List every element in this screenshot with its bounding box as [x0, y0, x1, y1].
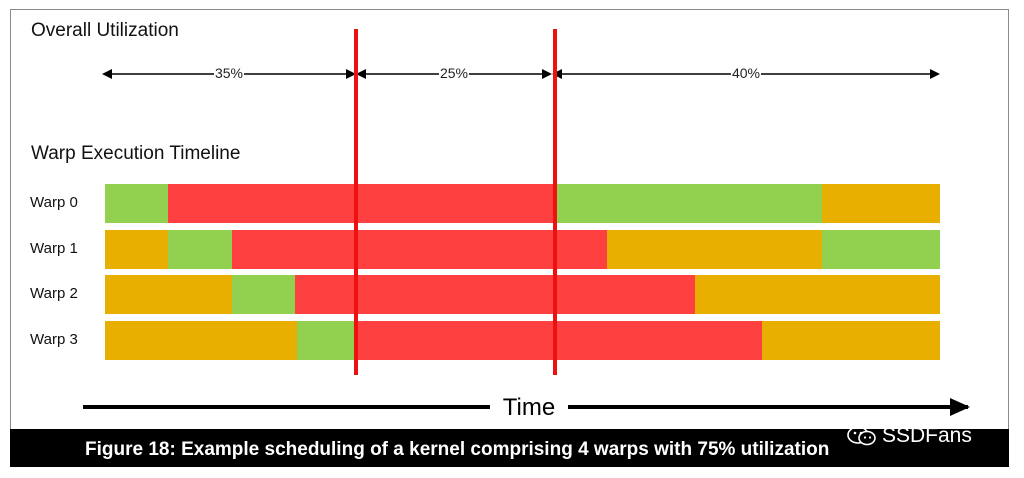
overall-utilization-title: Overall Utilization — [31, 20, 179, 41]
warp-1-segment-0-orange — [105, 230, 169, 269]
warp-label-3: Warp 3 — [30, 331, 78, 348]
warp-3-segment-3-orange — [762, 321, 940, 360]
caption-bar — [10, 429, 1009, 467]
warp-1-segment-2-red — [231, 230, 607, 269]
figure-caption: Figure 18: Example scheduling of a kerne… — [85, 439, 830, 460]
warp-3-segment-2-red — [355, 321, 763, 360]
warp-1-segment-1-green — [168, 230, 232, 269]
warp-row-1 — [105, 230, 940, 269]
warp-row-0 — [105, 184, 940, 223]
warp-label-2: Warp 2 — [30, 285, 78, 302]
phase-label-2: 25% — [438, 65, 470, 81]
warp-3-segment-1-green — [297, 321, 356, 360]
warp-1-segment-4-green — [822, 230, 940, 269]
warp-1-segment-3-orange — [606, 230, 823, 269]
time-axis-label: Time — [490, 394, 568, 422]
watermark: SSDFans — [846, 423, 972, 449]
warp-row-3 — [105, 321, 940, 360]
warp-0-segment-3-orange — [822, 184, 940, 223]
watermark-text: SSDFans — [882, 424, 972, 447]
warp-2-segment-1-green — [231, 275, 296, 314]
warp-label-1: Warp 1 — [30, 240, 78, 257]
warp-2-segment-0-orange — [105, 275, 232, 314]
phase-divider-line-1 — [553, 29, 558, 375]
warp-0-segment-1-red — [168, 184, 556, 223]
warp-3-segment-0-orange — [105, 321, 298, 360]
phase-label-1: 35% — [213, 65, 245, 81]
warp-0-segment-0-green — [105, 184, 169, 223]
phase-divider-line-0 — [353, 29, 358, 375]
warp-label-0: Warp 0 — [30, 194, 78, 211]
warp-2-segment-2-red — [295, 275, 695, 314]
warp-2-segment-3-orange — [694, 275, 940, 314]
wechat-icon — [847, 426, 876, 446]
warp-row-2 — [105, 275, 940, 314]
warp-execution-timeline-title: Warp Execution Timeline — [31, 143, 241, 164]
phase-label-3: 40% — [730, 65, 762, 81]
warp-0-segment-2-green — [555, 184, 823, 223]
